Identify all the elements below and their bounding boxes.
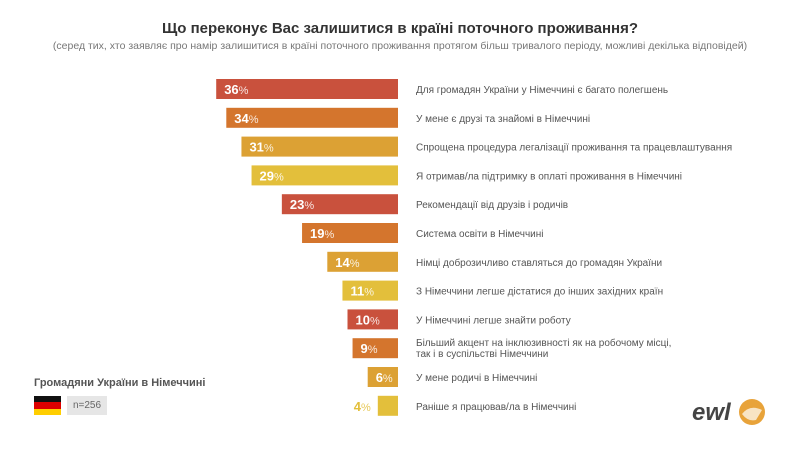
bar bbox=[347, 309, 398, 330]
category-label: Німці доброзичливо ставляться до громадя… bbox=[416, 257, 662, 269]
ewl-logo: ewl bbox=[692, 399, 765, 426]
category-label: Раніше я працював/ла в Німеччині bbox=[416, 402, 576, 413]
bar bbox=[281, 194, 398, 215]
category-label: З Німеччини легше дістатися до інших зах… bbox=[416, 287, 663, 298]
bar bbox=[302, 223, 398, 243]
category-label: У мене є друзі та знайомі в Німеччині bbox=[416, 114, 590, 125]
category-label: У Німеччині легше знайти роботу bbox=[416, 314, 571, 326]
bar bbox=[216, 79, 398, 99]
data-label: 9% bbox=[361, 341, 378, 356]
chart-subtitle: (серед тих, хто заявляє про намір залиши… bbox=[52, 40, 748, 52]
category-label: так і в суспільстві Німеччини bbox=[416, 349, 548, 360]
data-label: 29% bbox=[260, 168, 284, 183]
category-label: Рекомендації від друзів і родичів bbox=[416, 200, 568, 211]
category-label: У мене родичі в Німеччині bbox=[416, 373, 537, 384]
bar bbox=[251, 165, 398, 186]
data-label: 14% bbox=[335, 255, 359, 270]
category-label: Система освіти в Німеччині bbox=[416, 229, 543, 240]
bar bbox=[226, 107, 398, 128]
category-label: Спрощена процедура легалізації проживанн… bbox=[416, 143, 732, 154]
bar bbox=[367, 367, 398, 387]
data-label: 10% bbox=[356, 312, 380, 327]
data-label: 4% bbox=[354, 399, 371, 414]
group-label: Громадяни України в Німеччині bbox=[34, 377, 206, 389]
data-label: 6% bbox=[376, 370, 393, 385]
bar bbox=[352, 338, 398, 359]
germany-flag-icon bbox=[34, 396, 61, 416]
data-label: 34% bbox=[234, 111, 258, 126]
category-label: Для громадян України у Німеччині є багат… bbox=[416, 84, 668, 96]
data-label: 31% bbox=[249, 140, 273, 155]
sample-size-badge: n=256 bbox=[67, 396, 107, 415]
svg-text:ewl: ewl bbox=[692, 399, 732, 426]
category-label: Я отримав/ла підтримку в оплаті проживан… bbox=[416, 171, 682, 182]
data-label: 11% bbox=[350, 284, 374, 299]
data-label: 36% bbox=[224, 82, 248, 97]
bar bbox=[241, 136, 398, 157]
category-label: Більший акцент на інклюзивності як на ро… bbox=[416, 337, 671, 349]
chart-title: Що переконує Вас залишитися в країні пот… bbox=[162, 20, 638, 37]
data-label: 19% bbox=[310, 226, 334, 241]
bar bbox=[327, 251, 398, 272]
data-label: 23% bbox=[290, 197, 314, 212]
bar bbox=[377, 395, 398, 416]
bar bbox=[342, 280, 398, 301]
